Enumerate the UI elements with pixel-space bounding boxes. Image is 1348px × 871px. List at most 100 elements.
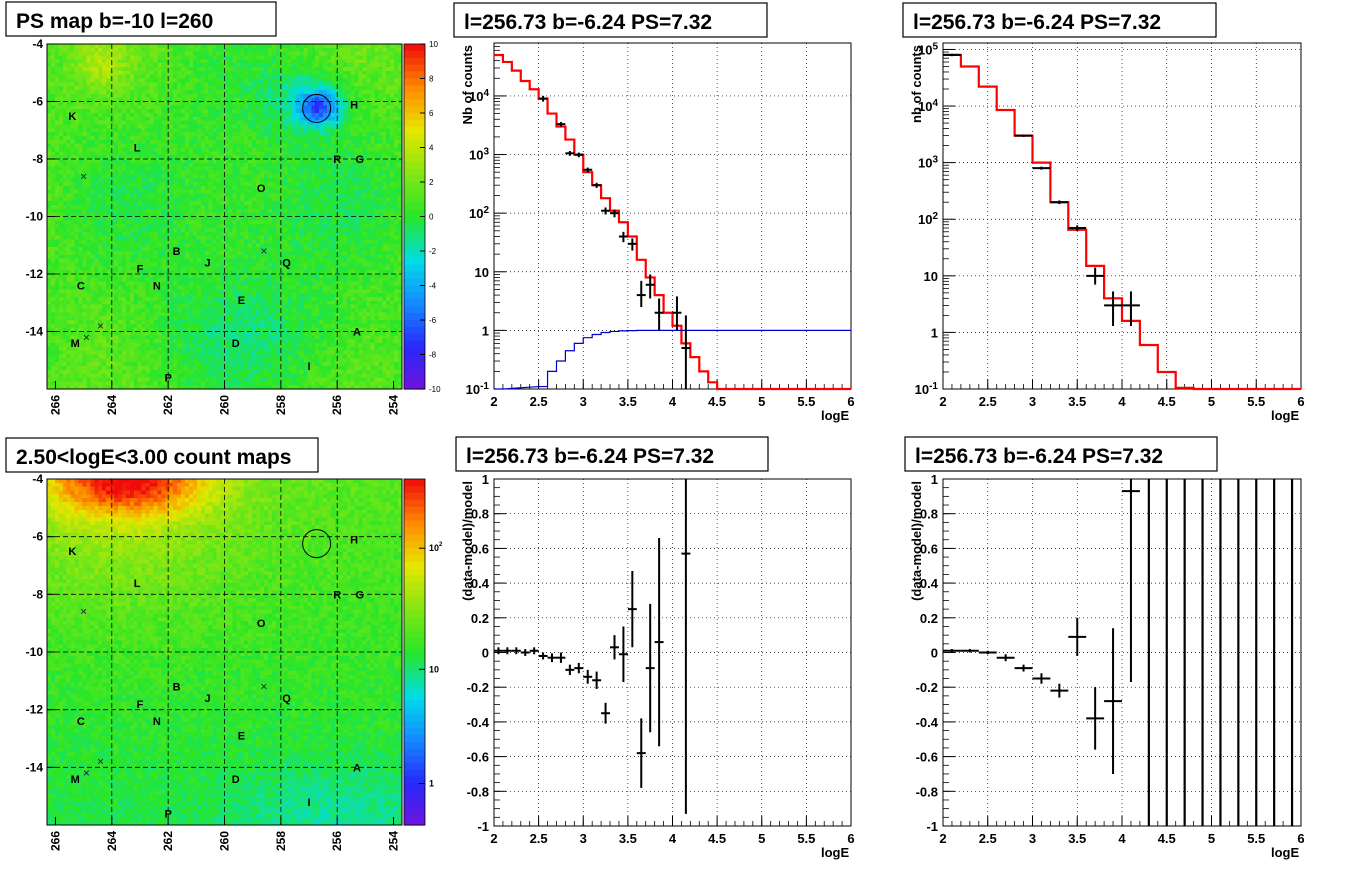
heatmap-cell [86, 174, 91, 179]
heatmap-cell [141, 235, 147, 241]
heatmap-cell [189, 139, 194, 145]
heatmap-cell [106, 166, 111, 172]
heatmap-cell [390, 78, 395, 83]
heatmap-cell [118, 44, 123, 49]
heatmap-cell [145, 170, 151, 175]
heatmap-cell [354, 208, 360, 214]
heatmap-cell [252, 113, 257, 118]
heatmap-cell [118, 216, 123, 221]
heatmap-cell [141, 155, 147, 160]
heatmap-cell [228, 59, 233, 64]
heatmap-cell [189, 59, 194, 64]
heatmap-cell [220, 220, 226, 225]
heatmap-cell [102, 159, 107, 164]
heatmap-cell [240, 86, 245, 91]
heatmap-cell [66, 239, 72, 244]
heatmap-cell [342, 155, 348, 160]
heatmap-cell [90, 139, 95, 145]
heatmap-cell [90, 155, 95, 160]
heatmap-cell [173, 189, 178, 195]
heatmap-cell [315, 51, 320, 57]
heatmap-cell [315, 44, 320, 49]
heatmap-cell [181, 143, 186, 149]
heatmap-cell [212, 70, 218, 76]
heatmap-cell [189, 251, 194, 256]
heatmap-cell [133, 97, 139, 103]
heatmap-cell [165, 220, 170, 225]
heatmap-cell [224, 136, 230, 141]
heatmap-cell [94, 155, 99, 160]
heatmap-cell [248, 174, 253, 179]
heatmap-cell [283, 251, 289, 256]
heatmap-cell [90, 182, 95, 187]
heatmap-cell [47, 162, 52, 168]
heatmap-cell [62, 113, 68, 118]
heatmap-cell [62, 201, 68, 206]
heatmap-cell [311, 247, 316, 252]
heatmap-cell [66, 124, 72, 129]
heatmap-cell [350, 139, 356, 145]
heatmap-cell [196, 120, 202, 126]
heatmap-cell [390, 97, 395, 103]
heatmap-cell [50, 139, 56, 145]
heatmap-cell [86, 189, 91, 195]
heatmap-cell [366, 235, 372, 241]
heatmap-cell [165, 116, 170, 122]
heatmap-cell [267, 247, 273, 252]
heatmap-cell [303, 239, 308, 244]
heatmap-cell [244, 67, 249, 72]
heatmap-cell [181, 67, 186, 72]
heatmap-cell [303, 228, 308, 233]
heatmap-cell [141, 201, 147, 206]
heatmap-cell [106, 208, 111, 214]
heatmap-cell [90, 128, 95, 133]
heatmap-cell [50, 132, 56, 137]
heatmap-cell [358, 193, 364, 198]
heatmap-cell [161, 143, 166, 149]
heatmap-cell [161, 189, 166, 195]
heatmap-cell [114, 124, 119, 129]
heatmap-cell [327, 162, 332, 168]
heatmap-cell [94, 116, 99, 122]
heatmap-cell [327, 243, 332, 248]
heatmap-cell [86, 109, 91, 114]
heatmap-cell [200, 193, 206, 198]
heatmap-cell [252, 67, 257, 72]
heatmap-cell [204, 90, 210, 95]
heatmap-cell [220, 151, 226, 156]
heatmap-cell [98, 239, 103, 244]
heatmap-cell [390, 59, 395, 64]
heatmap-cell [295, 201, 301, 206]
heatmap-cell [283, 235, 289, 241]
heatmap-cell [374, 44, 379, 49]
heatmap-cell [299, 63, 304, 68]
heatmap-cell [74, 63, 80, 68]
heatmap-cell [212, 90, 218, 95]
heatmap-cell [303, 109, 308, 114]
heatmap-cell [94, 86, 99, 91]
heatmap-cell [303, 231, 308, 237]
heatmap-cell [70, 120, 76, 126]
heatmap-cell [169, 74, 174, 80]
heatmap-cell [366, 67, 372, 72]
heatmap-cell [394, 63, 399, 68]
heatmap-cell [78, 235, 84, 241]
heatmap-cell [58, 151, 64, 156]
heatmap-cell [220, 97, 226, 103]
heatmap-cell [220, 235, 226, 241]
heatmap-cell [114, 155, 119, 160]
heatmap-cell [378, 205, 383, 210]
heatmap-cell [236, 193, 241, 198]
heatmap-cell [338, 67, 344, 72]
heatmap-cell [196, 78, 202, 83]
heatmap-cell [141, 59, 147, 64]
heatmap-cell [366, 185, 372, 191]
heatmap-cell [106, 101, 111, 106]
heatmap-cell [47, 124, 52, 129]
heatmap-cell [382, 193, 387, 198]
heatmap-cell [141, 44, 147, 49]
heatmap-cell [165, 205, 170, 210]
heatmap-cell [378, 216, 383, 221]
heatmap-cell [169, 212, 174, 218]
heatmap-cell [208, 101, 214, 106]
